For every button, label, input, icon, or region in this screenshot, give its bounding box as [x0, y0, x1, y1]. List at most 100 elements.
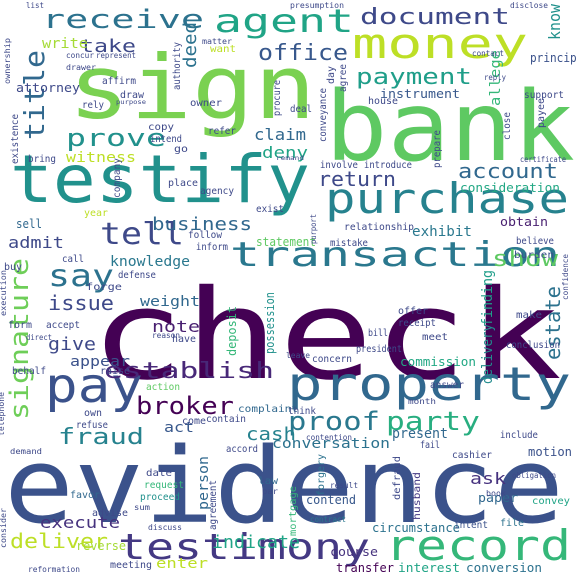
word-matter: matter	[202, 37, 232, 46]
word-behalf: behalf	[12, 366, 46, 377]
word-reverse: reverse	[76, 539, 126, 553]
word-result: result	[330, 481, 358, 490]
word-write: write	[42, 36, 88, 52]
word-discuss: discuss	[148, 523, 182, 532]
word-mistake: mistake	[330, 238, 368, 249]
word-intent: intent	[454, 520, 488, 531]
word-follow: follow	[188, 230, 223, 241]
word-motion: motion	[528, 445, 572, 459]
word-purpose: purpose	[116, 99, 146, 106]
word-house: house	[368, 96, 398, 107]
word-reason: reason	[152, 331, 180, 340]
word-go: go	[174, 144, 188, 155]
word-meeting: meeting	[110, 560, 152, 571]
word-file: file	[500, 518, 524, 529]
word-involve: involve	[320, 160, 358, 171]
word-check: check	[90, 264, 562, 408]
word-burden: burden	[514, 250, 554, 261]
word-establish: establish	[104, 359, 274, 384]
word-purchase: purchase	[325, 174, 569, 223]
word-intend: intend	[150, 134, 182, 145]
word-contract: contract	[310, 515, 346, 524]
word-prove: prove	[66, 124, 166, 152]
word-offer: offer	[398, 306, 428, 317]
word-affirm: affirm	[102, 76, 136, 87]
word-signature: signature	[5, 258, 35, 420]
word-purport: purport	[309, 214, 318, 244]
word-copy: copy	[148, 122, 174, 133]
word-course: course	[330, 545, 378, 559]
word-transaction: transaction	[230, 235, 560, 275]
word-know: know	[545, 4, 564, 40]
word-account: account	[458, 159, 558, 183]
word-contend: contend	[306, 493, 356, 507]
word-proof: proof	[288, 407, 380, 437]
word-deposit: deposit	[225, 306, 239, 356]
word-refer: refer	[208, 126, 236, 137]
word-witness: witness	[66, 150, 136, 166]
word-agree: agree	[338, 64, 349, 92]
word-payee: payee	[536, 98, 547, 128]
word-sign: sign	[68, 36, 316, 139]
word-indicate: indicate	[212, 532, 300, 553]
word-certificate: certificate	[520, 155, 566, 164]
word-support: support	[524, 90, 564, 101]
word-husband: husband	[412, 472, 423, 520]
word-present: present	[392, 426, 448, 442]
word-weight: weight	[140, 294, 200, 310]
word-act: act	[164, 420, 194, 436]
word-day: day	[326, 66, 337, 84]
word-list: list	[26, 1, 44, 10]
word-presumption: presumption	[290, 1, 344, 10]
word-enter: enter	[156, 556, 208, 572]
word-contain: contain	[206, 414, 246, 425]
word-office: office	[258, 41, 348, 66]
word-drawer: drawer	[66, 63, 96, 72]
word-complaint: complaint	[238, 404, 298, 415]
word-principal: principal	[530, 51, 576, 65]
word-inform: inform	[196, 242, 228, 253]
word-telephone: telephone	[0, 392, 6, 436]
word-transfer: transfer	[336, 561, 394, 575]
word-conversion: conversion	[466, 561, 542, 575]
word-own: own	[84, 408, 102, 419]
word-payment: payment	[356, 65, 472, 90]
word-record: record	[385, 521, 571, 570]
word-attorney: attorney	[16, 81, 80, 95]
word-accord: accord	[226, 444, 258, 455]
word-conversation: conversation	[272, 436, 390, 452]
word-request: request	[144, 480, 184, 491]
word-return: return	[318, 167, 396, 191]
word-fail: fail	[420, 440, 440, 451]
word-form: form	[8, 320, 32, 331]
word-forge: forge	[86, 282, 122, 293]
word-defense: defense	[118, 270, 156, 281]
word-date: date	[146, 468, 172, 479]
word-deny: deny	[262, 143, 308, 162]
word-sell: sell	[16, 217, 42, 231]
word-forgery: forgery	[316, 454, 327, 496]
word-law: law	[258, 476, 279, 487]
word-bank: bank	[325, 71, 575, 183]
word-ownership: ownership	[3, 38, 12, 84]
word-existence: existence	[10, 114, 21, 164]
word-relationship: relationship	[344, 222, 414, 233]
word-book: book	[486, 489, 506, 498]
word-concern: concern	[312, 354, 352, 365]
word-remand: remand	[276, 155, 304, 162]
word-conclusion: conclusion	[506, 340, 560, 351]
word-take: take	[80, 36, 136, 57]
word-mortgage: mortgage	[288, 486, 299, 536]
word-ask: ask	[470, 469, 506, 488]
word-note: note	[152, 317, 200, 336]
word-want: want	[210, 44, 236, 55]
word-believe: believe	[516, 236, 554, 247]
word-prepare: prepare	[432, 130, 443, 168]
word-consider: consider	[0, 508, 8, 548]
word-procure: procure	[272, 80, 283, 116]
word-have: have	[172, 334, 196, 345]
word-close: close	[502, 112, 513, 140]
word-advise: advise	[92, 508, 128, 519]
word-testify: testify	[10, 141, 310, 218]
